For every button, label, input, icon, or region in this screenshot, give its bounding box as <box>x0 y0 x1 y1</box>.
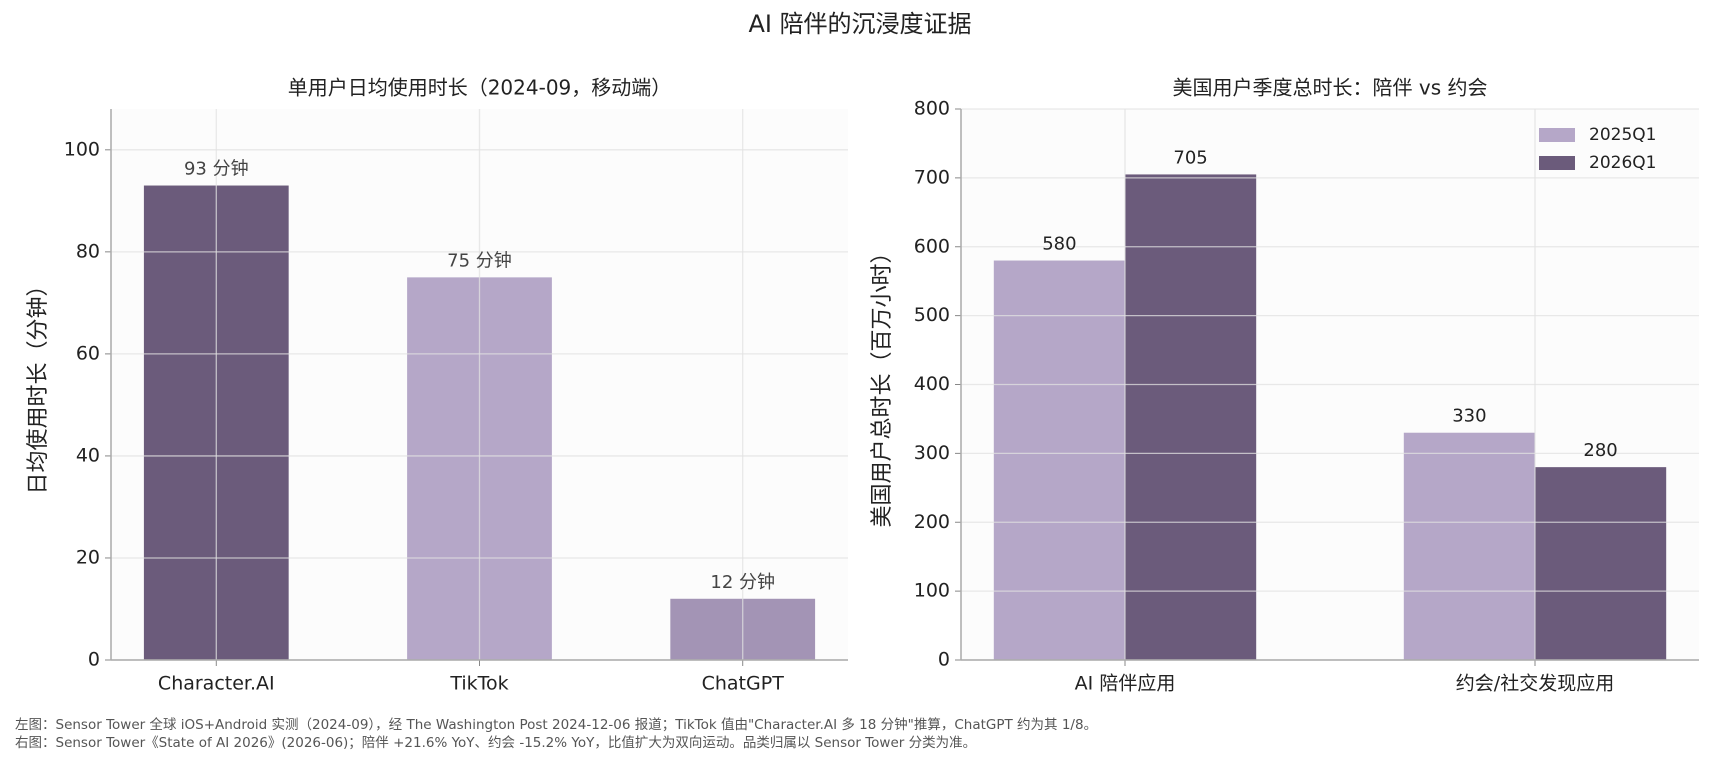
x-tick-label: 约会/社交发现应用 <box>1456 673 1614 695</box>
y-tick-label: 80 <box>76 240 100 262</box>
y-tick-label: 600 <box>914 235 950 257</box>
value-label: 580 <box>1042 234 1076 255</box>
x-tick-label: Character.AI <box>158 673 275 695</box>
x-tick-label: AI 陪伴应用 <box>1075 673 1176 695</box>
bar <box>1403 432 1535 660</box>
y-tick-label: 40 <box>76 444 100 466</box>
y-tick-label: 400 <box>914 373 950 395</box>
x-tick-label: ChatGPT <box>702 673 785 695</box>
y-tick-label: 60 <box>76 342 100 364</box>
legend-label: 2025Q1 <box>1589 125 1656 145</box>
y-axis-label: 美国用户总时长（百万小时） <box>870 241 895 527</box>
y-tick-label: 20 <box>76 546 100 568</box>
y-tick-label: 500 <box>914 304 950 326</box>
y-tick-label: 0 <box>938 649 950 671</box>
figure-title: AI 陪伴的沉浸度证据 <box>748 10 971 38</box>
y-axis-label: 日均使用时长（分钟） <box>26 274 51 494</box>
y-tick-label: 100 <box>914 580 950 602</box>
value-label: 705 <box>1173 147 1207 168</box>
value-label: 75 分钟 <box>447 250 512 271</box>
chart-title: 单用户日均使用时长（2024-09，移动端） <box>288 76 672 100</box>
bar <box>993 260 1125 660</box>
y-tick-label: 700 <box>914 166 950 188</box>
y-tick-label: 0 <box>88 649 100 671</box>
value-label: 280 <box>1583 440 1617 461</box>
y-tick-label: 200 <box>914 511 950 533</box>
chart-title: 美国用户季度总时长：陪伴 vs 约会 <box>1173 76 1488 100</box>
legend-swatch <box>1539 128 1575 142</box>
value-label: 93 分钟 <box>184 159 249 180</box>
bar <box>1535 467 1667 660</box>
footnote: 左图：Sensor Tower 全球 iOS+Android 实测（2024-0… <box>15 716 1097 733</box>
y-tick-label: 300 <box>914 442 950 464</box>
legend-label: 2026Q1 <box>1589 153 1656 173</box>
x-tick-label: TikTok <box>449 673 508 695</box>
value-label: 12 分钟 <box>710 572 775 593</box>
value-label: 330 <box>1452 406 1486 427</box>
bar <box>1125 174 1257 660</box>
footnote: 右图：Sensor Tower《State of AI 2026》(2026-0… <box>15 734 976 751</box>
legend-swatch <box>1539 156 1575 170</box>
y-tick-label: 100 <box>64 138 100 160</box>
y-tick-label: 800 <box>914 98 950 120</box>
